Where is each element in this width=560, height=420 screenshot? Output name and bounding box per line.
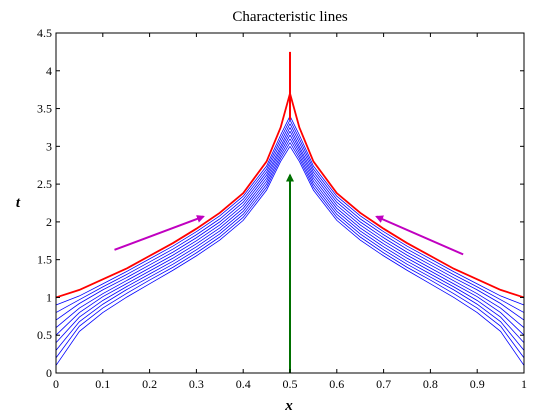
x-tick-label-9: 0.9 bbox=[470, 377, 485, 391]
characteristic-line-left-4 bbox=[55, 134, 291, 344]
characteristic-line-left-3 bbox=[55, 138, 291, 351]
characteristic-line-right-4 bbox=[289, 134, 525, 344]
y-tick-label-0: 0 bbox=[46, 366, 52, 380]
x-tick-label-3: 0.3 bbox=[189, 377, 204, 391]
axis-ticks: 0 0.1 0.2 0.3 0.4 0.5 0.6 0.7 0.8 0.9 1 0 0.5 1 1.5 2 2.… bbox=[37, 26, 527, 391]
characteristic-line-right-10 bbox=[289, 93, 525, 299]
y-tick-label-7: 3.5 bbox=[37, 102, 52, 116]
characteristic-line-right-9 bbox=[289, 115, 525, 306]
characteristic-line-left-1 bbox=[55, 146, 291, 366]
characteristic-line-left-2 bbox=[55, 142, 291, 359]
y-tick-label-8: 4 bbox=[46, 64, 52, 78]
characteristic-line-right-3 bbox=[289, 138, 525, 351]
x-tick-label-7: 0.7 bbox=[376, 377, 391, 391]
magenta-arrow-2 bbox=[375, 215, 464, 256]
characteristic-line-left-9 bbox=[55, 115, 291, 306]
x-tick-label-10: 1 bbox=[521, 377, 527, 391]
characteristic-line-right-6 bbox=[289, 127, 525, 328]
x-tick-label-6: 0.6 bbox=[329, 377, 344, 391]
characteristic-line-left-6 bbox=[55, 127, 291, 328]
characteristic-line-right-1 bbox=[289, 146, 525, 366]
x-tick-label-4: 0.4 bbox=[236, 377, 251, 391]
x-axis-label: x bbox=[284, 398, 293, 414]
characteristic-line-left-7 bbox=[55, 123, 291, 321]
y-tick-label-9: 4.5 bbox=[37, 26, 52, 40]
magenta-arrow-1 bbox=[114, 215, 205, 251]
x-tick-label-1: 0.1 bbox=[95, 377, 110, 391]
characteristic-line-right-2 bbox=[289, 142, 525, 359]
y-tick-label-3: 1.5 bbox=[37, 253, 52, 267]
arrows-group bbox=[114, 173, 464, 373]
characteristic-line-right-8 bbox=[289, 119, 525, 313]
characteristic-line-left-8 bbox=[55, 119, 291, 313]
characteristic-line-right-7 bbox=[289, 123, 525, 321]
y-tick-label-4: 2 bbox=[46, 215, 52, 229]
characteristic-lines-group bbox=[55, 51, 525, 366]
x-tick-label-2: 0.2 bbox=[142, 377, 157, 391]
y-axis-label: t bbox=[16, 195, 21, 211]
y-tick-label-2: 1 bbox=[46, 290, 52, 304]
x-tick-label-0: 0 bbox=[53, 377, 59, 391]
characteristic-line-left-5 bbox=[55, 131, 291, 336]
y-tick-label-5: 2.5 bbox=[37, 177, 52, 191]
y-tick-label-1: 0.5 bbox=[37, 328, 52, 342]
characteristic-line-left-10 bbox=[55, 93, 291, 299]
x-tick-label-8: 0.8 bbox=[423, 377, 438, 391]
chart-title: Characteristic lines bbox=[232, 9, 348, 25]
x-tick-label-5: 0.5 bbox=[283, 377, 298, 391]
y-tick-label-6: 3 bbox=[46, 139, 52, 153]
characteristic-line-right-5 bbox=[289, 131, 525, 336]
